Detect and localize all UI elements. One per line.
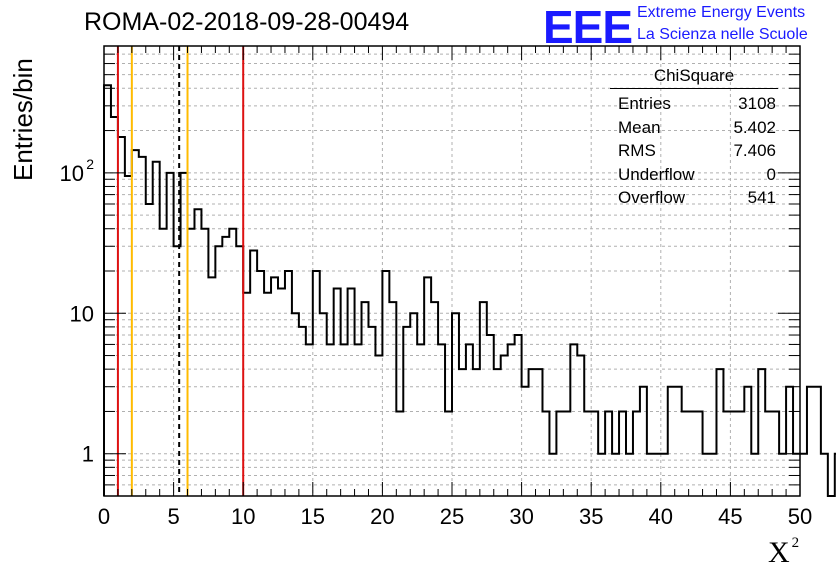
histogram-series — [103, 84, 836, 497]
stats-value: 541 — [747, 188, 776, 207]
stats-box: ChiSquare Entries 3108 Mean 5.402 RMS 7.406… — [610, 66, 778, 210]
x-tick-label: 40 — [649, 504, 673, 529]
stats-label: Overflow — [618, 188, 686, 207]
stats-value: 3108 — [738, 94, 776, 113]
x-tick-label: 15 — [301, 504, 325, 529]
histogram-line — [103, 84, 836, 497]
x-tick-label: 0 — [98, 504, 110, 529]
stats-title: ChiSquare — [610, 66, 778, 89]
axes-frame — [103, 45, 801, 497]
stats-row-underflow: Underflow 0 — [610, 163, 778, 187]
logo-line-1: Extreme Energy Events — [637, 4, 806, 21]
stats-label: RMS — [618, 141, 656, 160]
y-tick-exponent: 2 — [86, 156, 94, 172]
x-tick-label: 20 — [370, 504, 394, 529]
stats-value: 7.406 — [733, 141, 776, 160]
stats-row-entries: Entries 3108 — [610, 92, 778, 116]
stats-row-rms: RMS 7.406 — [610, 139, 778, 163]
x-tick-label: 10 — [231, 504, 255, 529]
eee-logo: EEE — [543, 1, 633, 53]
x-tick-label: 5 — [167, 504, 179, 529]
stats-row-mean: Mean 5.402 — [610, 116, 778, 140]
stats-value: 0 — [766, 164, 776, 184]
stats-label: Mean — [618, 117, 661, 137]
stats-row-overflow: Overflow 541 — [610, 186, 778, 210]
x-tick-label: 50 — [788, 504, 812, 529]
y-tick-label: 10 — [70, 301, 94, 326]
stats-label: Entries — [618, 94, 671, 113]
logo-line-2: La Scienza nelle Scuole — [637, 26, 808, 43]
x-tick-label: 30 — [509, 504, 533, 529]
x-tick-label: 45 — [718, 504, 742, 529]
y-tick-label: 1 — [82, 442, 94, 467]
y-tick-label: 10 — [60, 161, 84, 186]
marker-lines — [116, 46, 245, 496]
x-tick-label: 35 — [579, 504, 603, 529]
x-axis-label-text: X — [768, 536, 790, 569]
stats-label: Underflow — [618, 164, 695, 184]
stats-value: 5.402 — [733, 117, 776, 137]
y-axis-label: Entries/bin — [8, 58, 38, 181]
x-tick-label: 25 — [440, 504, 464, 529]
x-axis-label-superscript: 2 — [791, 535, 800, 551]
run-title: ROMA-02-2018-09-28-00494 — [84, 8, 410, 36]
